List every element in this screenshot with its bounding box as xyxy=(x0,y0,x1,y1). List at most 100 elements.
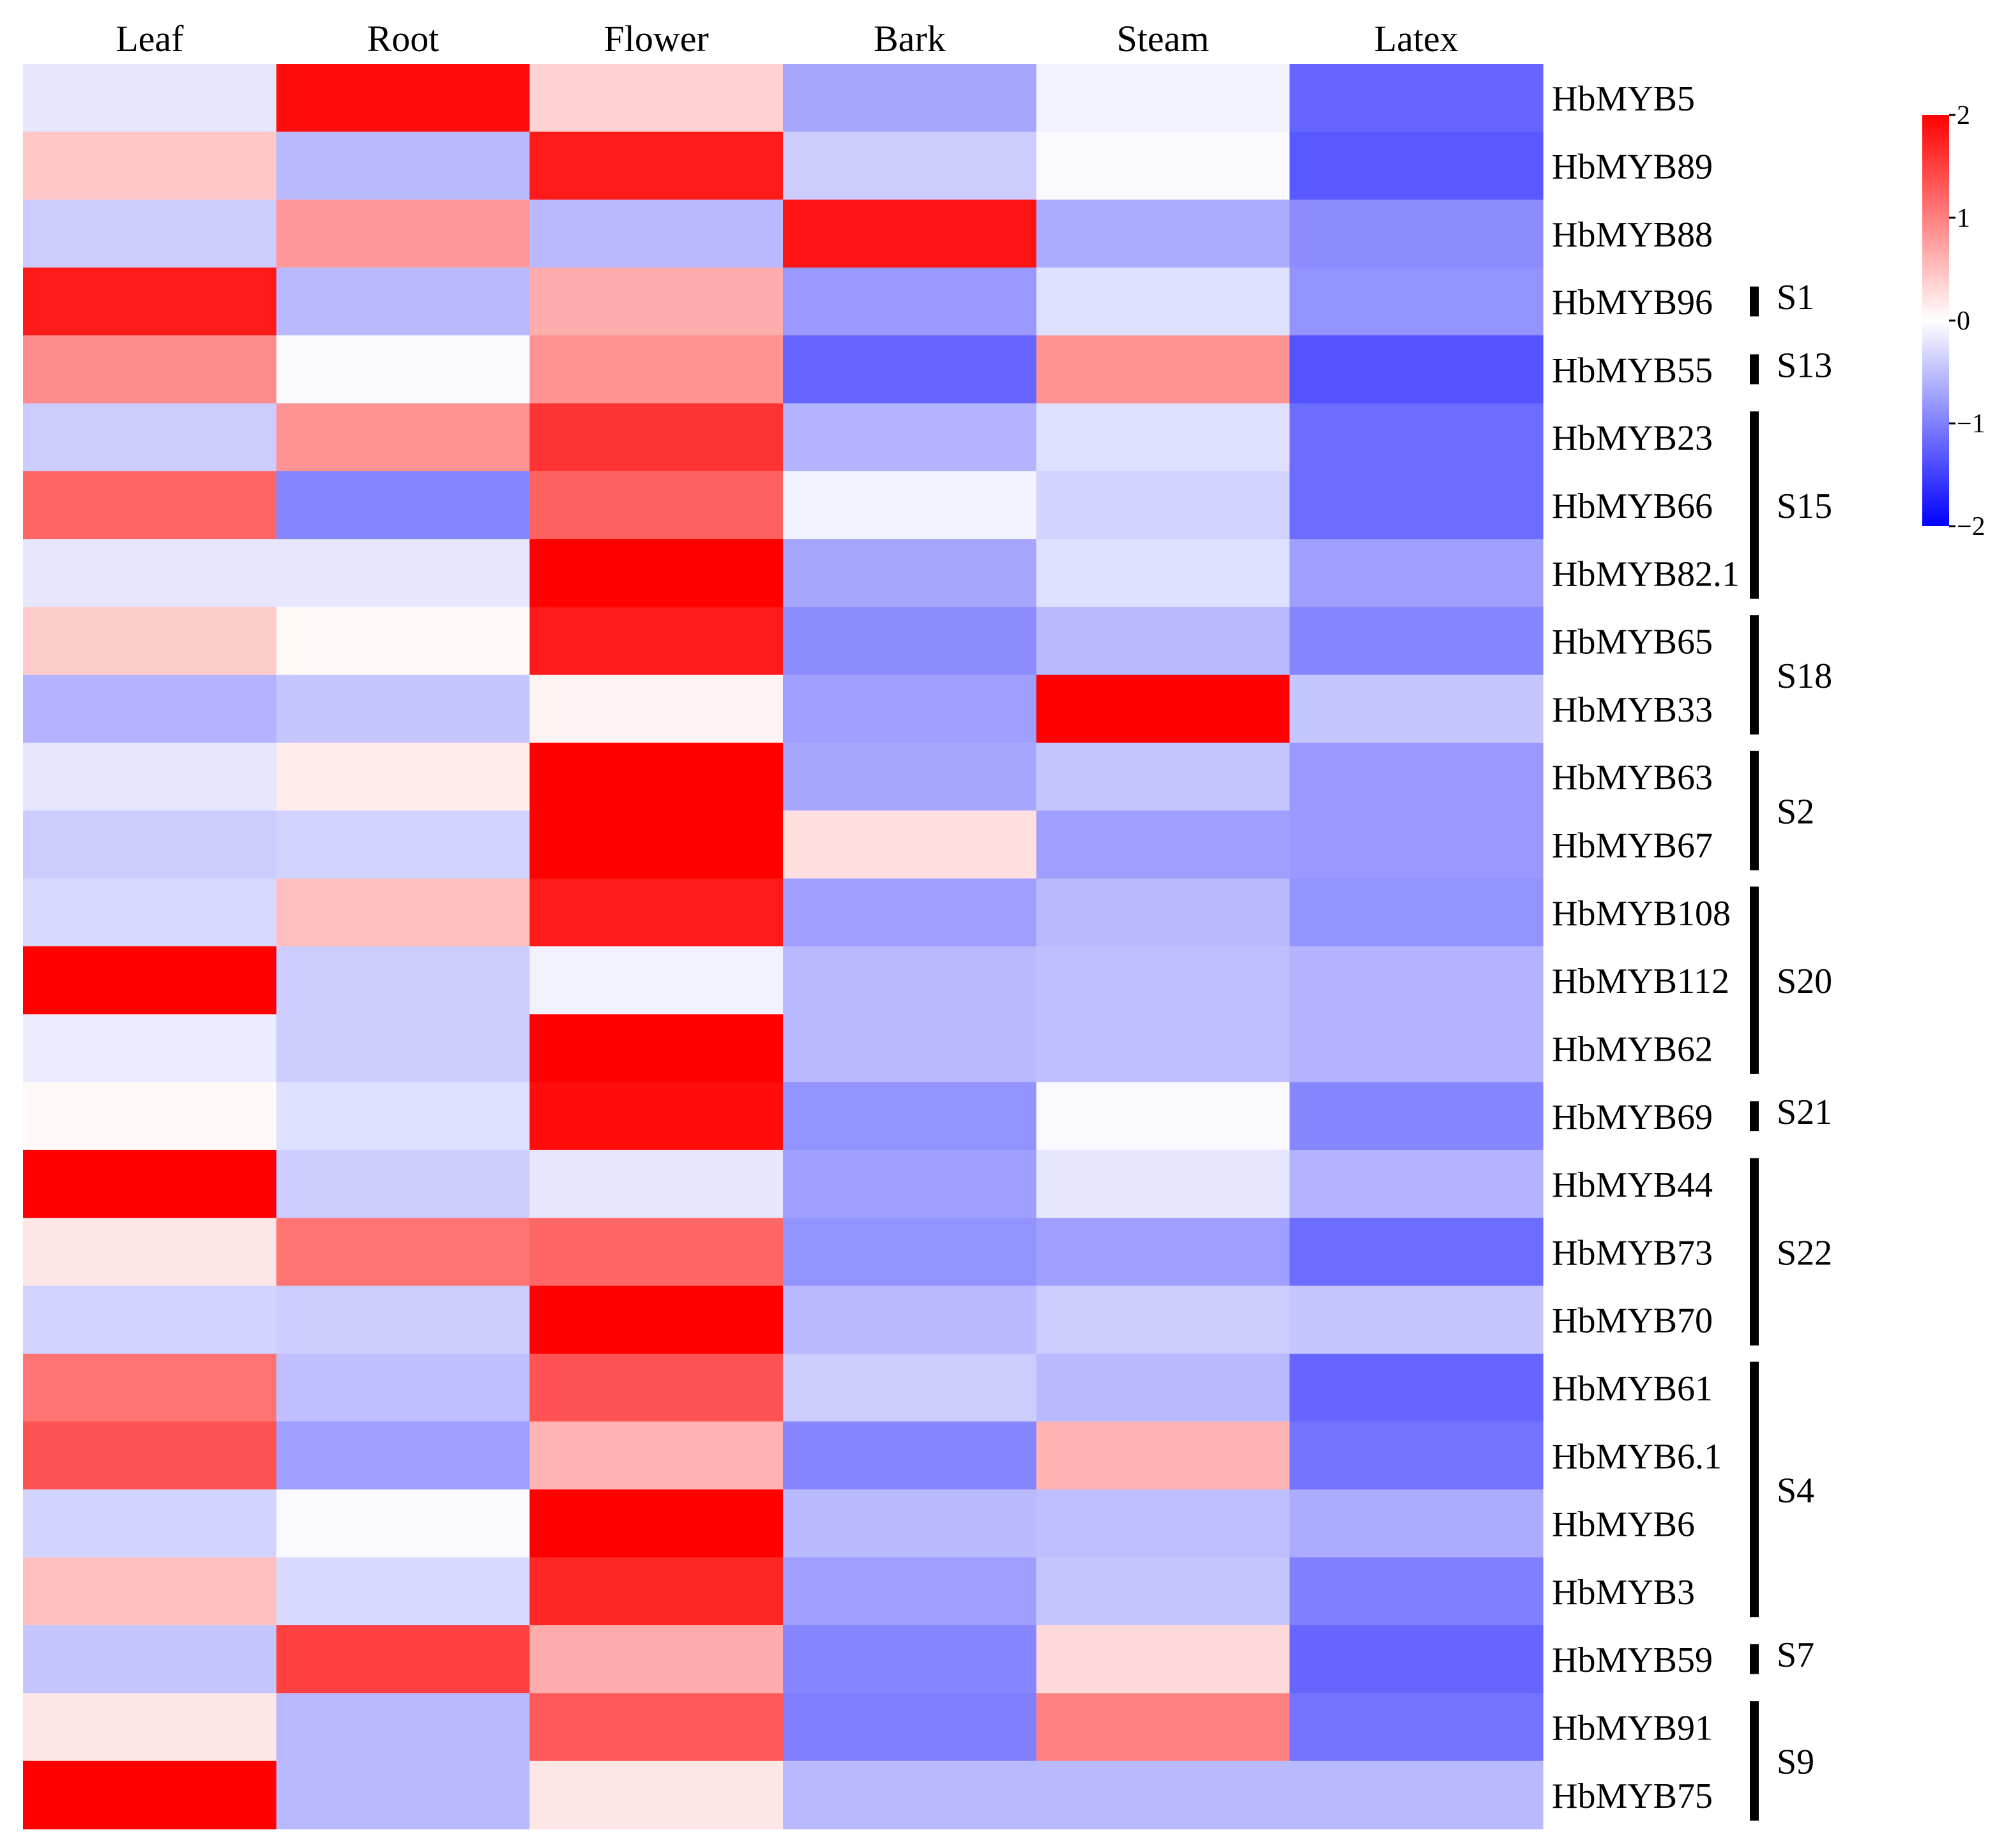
row-label: HbMYB61 xyxy=(1552,1369,1713,1409)
heatmap-cell-HbMYB66-Bark xyxy=(783,471,1037,540)
heatmap-cell-HbMYB70-Bark xyxy=(783,1285,1037,1354)
row-label: HbMYB3 xyxy=(1552,1573,1695,1612)
column-label: Root xyxy=(367,18,439,59)
heatmap-cell-HbMYB73-Bark xyxy=(783,1218,1037,1287)
heatmap-cell-HbMYB23-Latex xyxy=(1289,403,1544,472)
group-brackets: S1 S13 S15 S18 S2 S20 S21 S22 S4 S7 S9 xyxy=(1750,278,1832,1821)
heatmap-cell-HbMYB66-Flower xyxy=(529,471,784,540)
group-bracket-S18 xyxy=(1750,615,1759,735)
heatmap-cell-HbMYB6.1-Root xyxy=(276,1421,530,1490)
heatmap-cell-HbMYB65-Steam xyxy=(1036,607,1290,676)
heatmap-cell-HbMYB70-Root xyxy=(276,1285,530,1354)
heatmap-cell-HbMYB61-Root xyxy=(276,1353,530,1422)
heatmap-cell-HbMYB6-Flower xyxy=(529,1489,784,1558)
row-labels: HbMYB5 HbMYB89 HbMYB88 HbMYB96 HbMYB55 HbMYB2… xyxy=(1552,79,1740,1816)
heatmap-cell-HbMYB63-Root xyxy=(276,743,530,811)
heatmap-cell-HbMYB108-Bark xyxy=(783,878,1037,947)
heatmap-cell-HbMYB108-Steam xyxy=(1036,878,1290,947)
group-bracket-S4 xyxy=(1750,1361,1759,1617)
heatmap-cell-HbMYB62-Latex xyxy=(1289,1014,1544,1083)
heatmap-cell-HbMYB75-Leaf xyxy=(23,1761,277,1829)
heatmap-cell-HbMYB89-Steam xyxy=(1036,132,1290,201)
group-bracket-S22 xyxy=(1750,1158,1759,1346)
heatmap-cell-HbMYB63-Leaf xyxy=(23,743,277,811)
heatmap-cell-HbMYB67-Root xyxy=(276,810,530,879)
row-label: HbMYB59 xyxy=(1552,1640,1713,1680)
heatmap-cell-HbMYB44-Leaf xyxy=(23,1149,277,1218)
heatmap-cell-HbMYB33-Root xyxy=(276,674,530,743)
heatmap-cell-HbMYB23-Bark xyxy=(783,403,1037,472)
heatmap-cell-HbMYB108-Flower xyxy=(529,878,784,947)
heatmap-cell-HbMYB69-Bark xyxy=(783,1082,1037,1151)
heatmap-cell-HbMYB82.1-Latex xyxy=(1289,539,1544,608)
column-label: Bark xyxy=(874,18,946,59)
group-label-S21: S21 xyxy=(1777,1093,1832,1132)
heatmap-cell-HbMYB91-Leaf xyxy=(23,1693,277,1762)
heatmap-cell-HbMYB55-Steam xyxy=(1036,335,1290,404)
heatmap-cell-HbMYB6.1-Flower xyxy=(529,1421,784,1490)
heatmap-cells xyxy=(23,64,1544,1829)
heatmap-cell-HbMYB5-Leaf xyxy=(23,64,277,132)
heatmap-cell-HbMYB61-Flower xyxy=(529,1353,784,1422)
column-label: Latex xyxy=(1374,18,1459,59)
row-label: HbMYB55 xyxy=(1552,351,1713,390)
heatmap-cell-HbMYB44-Flower xyxy=(529,1149,784,1218)
heatmap-cell-HbMYB89-Bark xyxy=(783,132,1037,201)
heatmap-cell-HbMYB96-Leaf xyxy=(23,267,277,336)
group-bracket-S7 xyxy=(1750,1644,1759,1674)
heatmap-cell-HbMYB75-Root xyxy=(276,1761,530,1829)
heatmap-cell-HbMYB55-Bark xyxy=(783,335,1037,404)
heatmap-cell-HbMYB6.1-Bark xyxy=(783,1421,1037,1490)
color-legend: 2 1 0 −1 −2 xyxy=(1922,101,1985,542)
group-label-S15: S15 xyxy=(1777,487,1832,526)
heatmap-cell-HbMYB108-Root xyxy=(276,878,530,947)
heatmap-cell-HbMYB82.1-Flower xyxy=(529,539,784,608)
heatmap-cell-HbMYB96-Latex xyxy=(1289,267,1544,336)
group-label-S7: S7 xyxy=(1777,1635,1814,1675)
heatmap-cell-HbMYB75-Flower xyxy=(529,1761,784,1829)
heatmap-cell-HbMYB6-Bark xyxy=(783,1489,1037,1558)
heatmap-cell-HbMYB55-Flower xyxy=(529,335,784,404)
heatmap-cell-HbMYB44-Root xyxy=(276,1149,530,1218)
group-bracket-S1 xyxy=(1750,286,1759,317)
heatmap-cell-HbMYB75-Steam xyxy=(1036,1761,1290,1829)
heatmap-cell-HbMYB63-Steam xyxy=(1036,743,1290,811)
colorbar-tick-label: 1 xyxy=(1957,204,1970,233)
row-label: HbMYB82.1 xyxy=(1552,554,1740,594)
heatmap-cell-HbMYB63-Latex xyxy=(1289,743,1544,811)
heatmap-cell-HbMYB59-Root xyxy=(276,1625,530,1693)
heatmap-cell-HbMYB66-Leaf xyxy=(23,471,277,540)
heatmap-cell-HbMYB112-Latex xyxy=(1289,946,1544,1015)
heatmap-cell-HbMYB73-Leaf xyxy=(23,1218,277,1287)
row-label: HbMYB108 xyxy=(1552,894,1731,934)
heatmap-cell-HbMYB88-Latex xyxy=(1289,199,1544,268)
colorbar-tick-label: 0 xyxy=(1957,307,1970,336)
heatmap-cell-HbMYB89-Leaf xyxy=(23,132,277,201)
heatmap-cell-HbMYB75-Bark xyxy=(783,1761,1037,1829)
heatmap-cell-HbMYB6-Steam xyxy=(1036,1489,1290,1558)
heatmap-cell-HbMYB91-Root xyxy=(276,1693,530,1762)
heatmap-cell-HbMYB62-Leaf xyxy=(23,1014,277,1083)
heatmap-cell-HbMYB55-Latex xyxy=(1289,335,1544,404)
row-label: HbMYB63 xyxy=(1552,758,1713,798)
group-label-S4: S4 xyxy=(1777,1471,1814,1510)
heatmap-cell-HbMYB67-Flower xyxy=(529,810,784,879)
heatmap-cell-HbMYB73-Root xyxy=(276,1218,530,1287)
heatmap-cell-HbMYB69-Latex xyxy=(1289,1082,1544,1151)
heatmap-cell-HbMYB33-Latex xyxy=(1289,674,1544,743)
row-label: HbMYB5 xyxy=(1552,79,1695,119)
group-label-S2: S2 xyxy=(1777,792,1814,831)
heatmap-cell-HbMYB6.1-Leaf xyxy=(23,1421,277,1490)
heatmap-cell-HbMYB67-Steam xyxy=(1036,810,1290,879)
row-label: HbMYB66 xyxy=(1552,487,1713,526)
row-label: HbMYB88 xyxy=(1552,215,1713,255)
heatmap-cell-HbMYB88-Flower xyxy=(529,199,784,268)
row-label: HbMYB23 xyxy=(1552,419,1713,458)
heatmap-cell-HbMYB91-Latex xyxy=(1289,1693,1544,1762)
heatmap-cell-HbMYB59-Bark xyxy=(783,1625,1037,1693)
heatmap-cell-HbMYB96-Root xyxy=(276,267,530,336)
heatmap-cell-HbMYB69-Leaf xyxy=(23,1082,277,1151)
heatmap-cell-HbMYB96-Bark xyxy=(783,267,1037,336)
heatmap-cell-HbMYB82.1-Leaf xyxy=(23,539,277,608)
heatmap-cell-HbMYB23-Steam xyxy=(1036,403,1290,472)
